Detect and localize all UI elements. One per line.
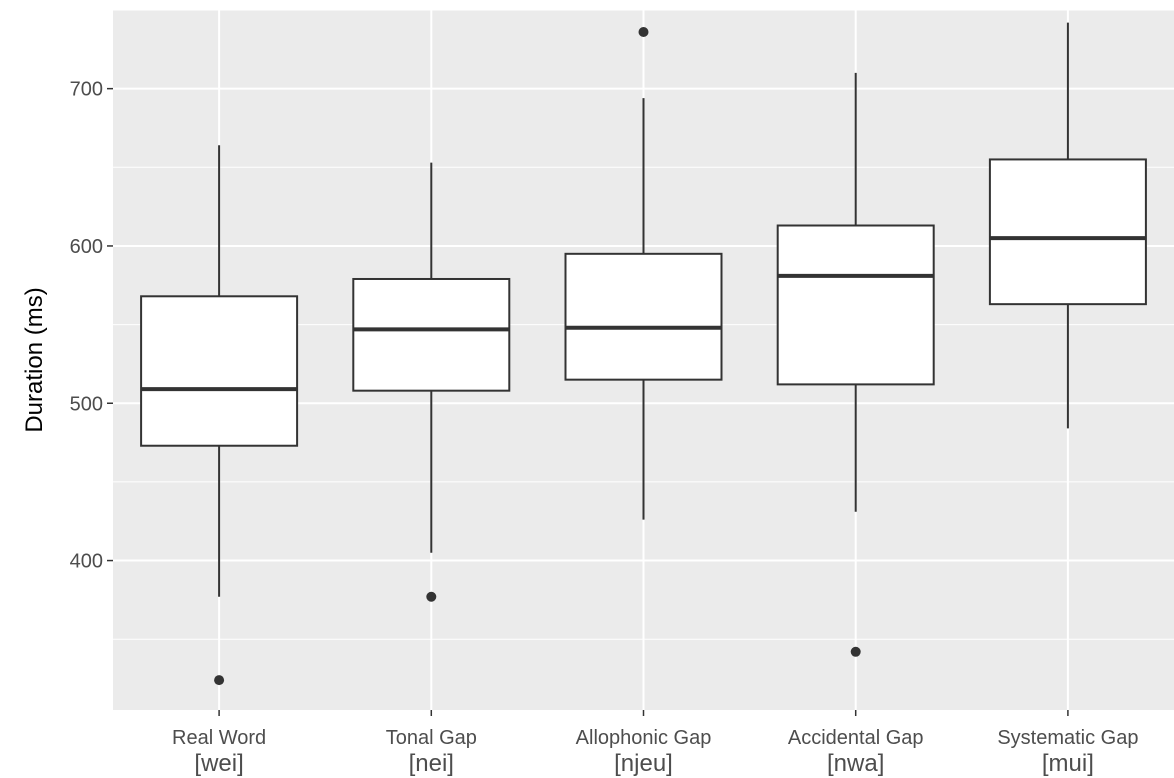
box-4 xyxy=(776,72,935,657)
box-2 xyxy=(352,162,511,602)
x-tick-label-name: Accidental Gap xyxy=(788,727,924,749)
x-tick-label-ipa: [wei] xyxy=(194,750,243,777)
outlier-point xyxy=(850,646,861,657)
x-tick-label-ipa: [mui] xyxy=(1042,750,1094,777)
outlier-point xyxy=(638,27,649,38)
y-tick-label: 400 xyxy=(70,551,103,573)
box-series xyxy=(140,22,1147,686)
box-body xyxy=(140,295,299,447)
x-tick-label-name: Real Word xyxy=(172,727,266,749)
box-body xyxy=(352,277,511,392)
outlier-point xyxy=(214,675,225,686)
x-tick-label-name: Tonal Gap xyxy=(386,727,477,749)
y-axis: 400 500 600 700 xyxy=(70,79,113,573)
y-tick-label: 600 xyxy=(70,236,103,258)
x-tick-label-ipa: [nwa] xyxy=(827,750,884,777)
box-body xyxy=(564,252,723,381)
x-tick-label-name: Allophonic Gap xyxy=(576,727,712,749)
box-body xyxy=(988,158,1147,306)
outlier-point xyxy=(426,591,437,602)
y-axis-title: Duration (ms) xyxy=(21,287,48,432)
x-tick-label-name: Systematic Gap xyxy=(997,727,1138,749)
x-tick-label-ipa: [njeu] xyxy=(614,750,673,777)
y-tick-label: 500 xyxy=(70,393,103,415)
x-axis: Real Word[wei] Tonal Gap[nei] Allophonic G… xyxy=(172,710,1138,777)
x-tick-label-ipa: [nei] xyxy=(409,750,454,777)
box-3 xyxy=(564,27,723,520)
box-5 xyxy=(988,22,1147,429)
y-tick-label: 700 xyxy=(70,79,103,101)
box-body xyxy=(776,224,935,386)
box-1 xyxy=(140,145,299,686)
